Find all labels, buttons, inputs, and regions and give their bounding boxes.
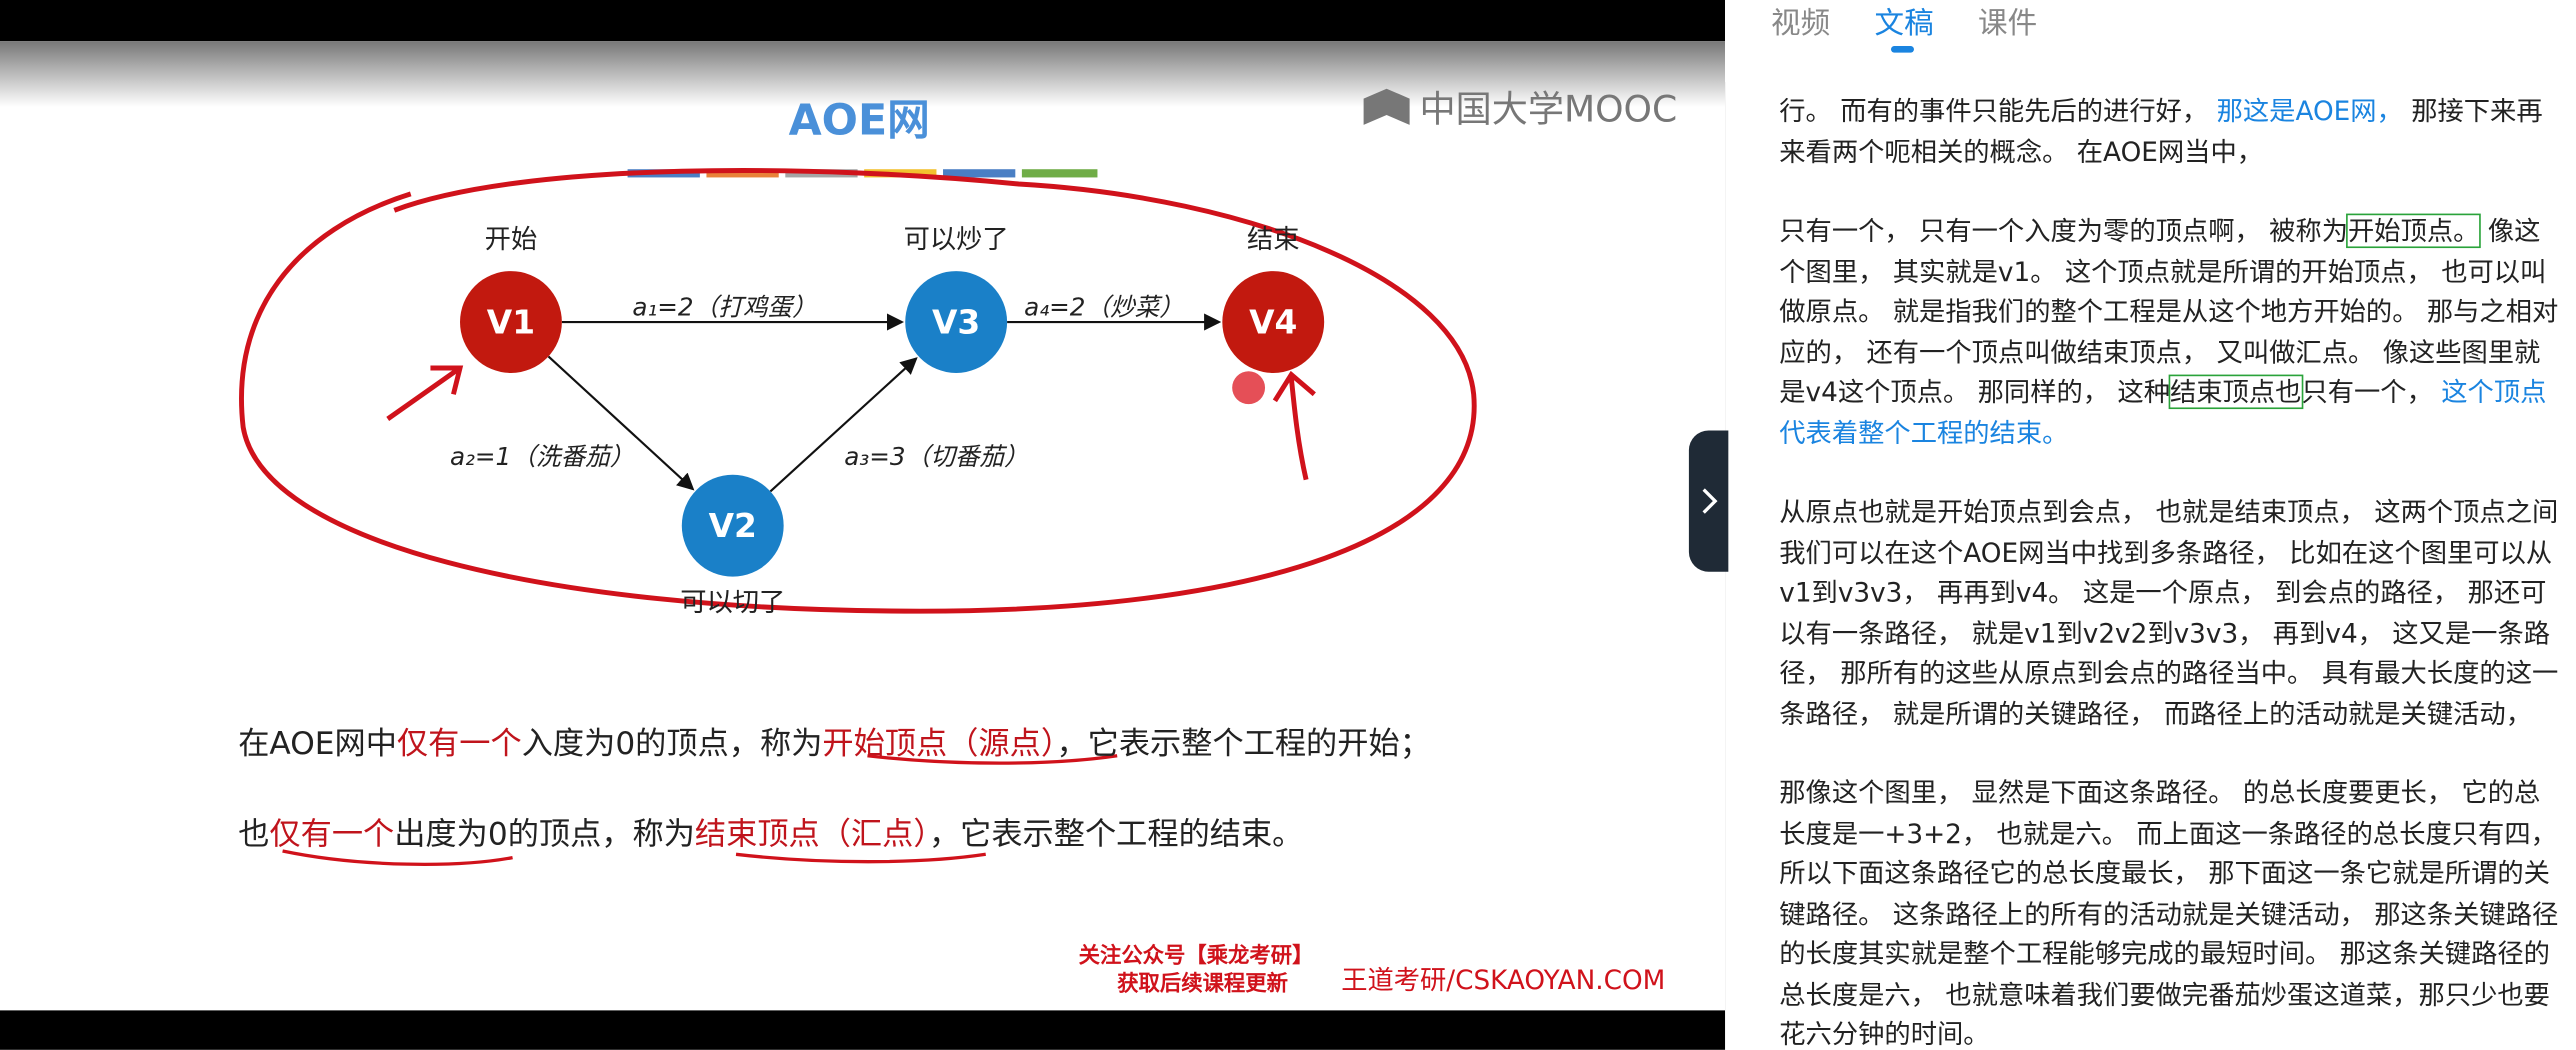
transcript-paragraph: 只有一个， 只有一个入度为零的顶点啊， 被称为开始顶点。 像这个图里， 其实就是…	[1779, 212, 2559, 454]
node-label: V1	[487, 304, 535, 342]
node-caption: 可以炒了	[904, 225, 1009, 255]
underline	[867, 754, 1118, 765]
edge-label: a₁=2（打鸡蛋）	[632, 292, 816, 321]
node	[681, 474, 784, 577]
sentence-part: ，它表示整个工程的开始；	[1056, 726, 1430, 762]
transcript-text: 结束顶点也	[2168, 374, 2304, 410]
edge-label: a₄=2（炒菜）	[1024, 292, 1184, 321]
edge-label: a₂=1（洗番茄）	[450, 442, 634, 471]
transcript-text: 这个顶点代表着整个工程的结束。	[1779, 376, 2547, 448]
node-caption: 可以切了	[680, 588, 785, 618]
sentence-part: 在AOE网中	[238, 726, 397, 762]
sentence-part: ，它表示整个工程的结束。	[929, 816, 1303, 852]
tab[interactable]: 课件	[1978, 6, 2038, 42]
sentence-part: 结束顶点（汇点）	[695, 816, 929, 852]
sentence-part: 仅有一个	[397, 726, 522, 762]
transcript-paragraph: 从原点也就是开始顶点到会点， 也就是结束顶点， 这两个顶点之间我们可以在这个AO…	[1779, 493, 2559, 735]
node-label: V3	[932, 304, 980, 342]
node-label: V2	[709, 507, 757, 545]
node-label: V4	[1249, 304, 1297, 342]
edge-label: a₃=3（切番茄）	[844, 442, 1028, 471]
transcript-text: 只有一个， 只有一个入度为零的顶点啊， 被称为	[1779, 215, 2349, 247]
tab-bar: 视频 文稿 课件	[1725, 0, 2576, 83]
transcript-text: 只有一个，	[2301, 376, 2442, 408]
node-caption: 开始	[485, 225, 538, 255]
sentence-part: 入度为0的顶点，称为	[522, 726, 823, 762]
sentence-part: 仅有一个	[269, 816, 394, 852]
slide: AOE网 中国大学MOOC a₁=2（打鸡蛋） a₂=1（洗番茄） a₃=3（切番茄） a…	[0, 41, 1726, 1011]
footer-note: 关注公众号【乘龙考研】	[1079, 943, 1314, 969]
tab-indicator	[1890, 46, 1914, 53]
cursor-dot	[1232, 371, 1266, 405]
tab[interactable]: 视频	[1771, 6, 1831, 42]
transcript-text: 从原点也就是开始顶点到会点， 也就是结束顶点， 这两个顶点之间我们可以在这个AO…	[1779, 496, 2559, 729]
slide-sentence: 在AOE网中仅有一个入度为0的顶点，称为开始顶点（源点），它表示整个工程的开始；	[238, 726, 1431, 762]
transcript-text: 那像这个图里， 显然是下面这条路径。 的总长度要更长， 它的总长度是一+3+2，…	[1779, 777, 2559, 1050]
edge	[547, 355, 695, 491]
annotation-arrow	[1272, 370, 1316, 481]
slide-sentence: 也仅有一个出度为0的顶点，称为结束顶点（汇点），它表示整个工程的结束。	[238, 816, 1303, 852]
logo-text: 中国大学MOOC	[1419, 88, 1677, 131]
slide-title: AOE网	[789, 96, 930, 146]
sentence-part: 开始顶点（源点）	[822, 726, 1056, 762]
logo-icon	[1363, 88, 1410, 125]
transcript-text: 开始顶点。	[2346, 213, 2482, 249]
annotation-arrow	[386, 365, 464, 421]
transcript-paragraph: 行。 而有的事件只能先后的进行好， 那这是AOE网， 那接下来再来看两个呃相关的…	[1779, 92, 2559, 173]
transcript-paragraph: 那像这个图里， 显然是下面这条路径。 的总长度要更长， 它的总长度是一+3+2，…	[1779, 774, 2559, 1050]
transcript-text: 像这个图里， 其实就是v1。 这个顶点就是所谓的开始顶点， 也可以叫做原点。 就…	[1779, 215, 2559, 408]
transcript: 行。 而有的事件只能先后的进行好， 那这是AOE网， 那接下来再来看两个呃相关的…	[1779, 92, 2559, 1050]
transcript-text: 那接下来再来看两个呃相关的概念。 在AOE网当中，	[1779, 95, 2543, 167]
node	[905, 271, 1008, 373]
node-caption: 结束	[1247, 225, 1300, 255]
slide-shade	[0, 41, 1726, 107]
slide-bg	[0, 41, 1726, 1011]
underline	[282, 849, 986, 866]
sentence-part: 也	[238, 816, 269, 852]
footer-note: 获取后续课程更新	[1117, 971, 1288, 997]
panel-toggle[interactable]	[1688, 430, 1729, 572]
node	[460, 271, 562, 373]
edge	[769, 357, 918, 493]
footer-site: 王道考研/CSKAOYAN.COM	[1341, 966, 1665, 996]
transcript-text: 行。 而有的事件只能先后的进行好，	[1779, 95, 2217, 127]
video-player: AOE网 中国大学MOOC a₁=2（打鸡蛋） a₂=1（洗番茄） a₃=3（切番茄） a…	[0, 0, 1729, 1050]
node	[1222, 271, 1325, 373]
sentence-part: 出度为0的顶点，称为	[394, 816, 695, 852]
annotation-ellipse	[239, 168, 1477, 614]
tab[interactable]: 文稿	[1874, 6, 1934, 42]
transcript-text: 那这是AOE网，	[2216, 95, 2403, 127]
